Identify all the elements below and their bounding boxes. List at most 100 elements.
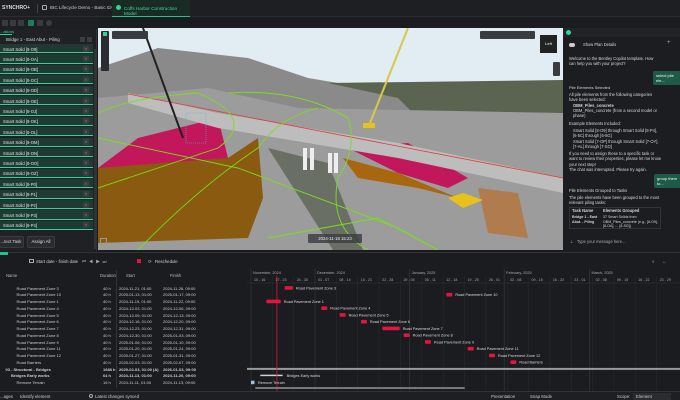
view-toolbar[interactable] <box>480 31 535 39</box>
element-list-item[interactable]: Smart Solid [8-ON] × <box>0 148 93 158</box>
element-list-item[interactable]: Smart Solid [8-OA] × <box>0 54 93 64</box>
panel-tab-indicator[interactable] <box>0 252 8 255</box>
reschedule-button[interactable]: Reschedule <box>155 259 178 264</box>
pencil-icon[interactable] <box>10 20 16 26</box>
plus-icon[interactable]: + <box>667 40 671 46</box>
scrollbar[interactable] <box>94 49 96 249</box>
element-list-item[interactable]: Smart Solid [8-OO] × <box>0 158 93 168</box>
camera-controls[interactable] <box>553 62 560 76</box>
clipboard-icon[interactable] <box>100 238 107 246</box>
element-list-item[interactable]: Smart Solid [8-OD] × <box>0 85 93 95</box>
element-list-item[interactable]: Smart Solid [8-OK] × <box>0 116 93 127</box>
element-list-item[interactable]: Smart Solid [8-O9] × <box>0 44 93 54</box>
element-list-item[interactable]: Smart Solid [8-OE] × <box>0 96 93 106</box>
element-list-item[interactable]: Smart Solid [8-OZ] × <box>0 168 93 179</box>
task-bar[interactable] <box>339 313 346 317</box>
table-row[interactable]: Road Pavement Zone 12 40 h 2025-01-27, 01:… <box>0 352 247 359</box>
remove-icon[interactable]: × <box>83 201 89 208</box>
task-bar[interactable] <box>382 326 400 331</box>
element-list-item[interactable]: Smart Solid [8-OB] × <box>0 64 93 75</box>
settings-icon[interactable] <box>46 20 52 26</box>
scope-select[interactable]: Element <box>633 392 671 400</box>
task-bar[interactable] <box>510 360 517 364</box>
table-row[interactable]: Road Pavement Zone 3 40 h 2024-11-21, 01:0… <box>0 285 247 292</box>
task-bar[interactable] <box>360 319 367 324</box>
remove-icon[interactable]: × <box>83 76 89 83</box>
playback-controls[interactable]: ⏮◀▶⏭ <box>82 259 110 264</box>
collapse-icon[interactable] <box>80 37 85 42</box>
table-row[interactable]: Road Pavement Zone 5 40 h 2024-12-09, 01:0… <box>0 312 247 319</box>
copilot-icon[interactable] <box>566 30 571 35</box>
task-bar[interactable] <box>284 286 293 290</box>
record-icon[interactable] <box>137 259 141 263</box>
search-icon[interactable]: ⌕ <box>652 259 655 264</box>
remove-icon[interactable]: × <box>83 55 89 62</box>
tab-active-model[interactable]: Coffs Harbor Construction Model <box>112 0 190 17</box>
date-range-filter[interactable]: Start date - finish date <box>36 259 79 264</box>
select-icon[interactable] <box>2 20 8 26</box>
element-list-item[interactable]: Smart Solid [8-P0] × <box>0 179 93 189</box>
table-row[interactable]: Road Pavement Zone 10 40 h 2025-01-13, 01:… <box>0 291 247 298</box>
task-bar[interactable] <box>446 292 453 297</box>
column-header-finish[interactable]: Finish <box>170 273 182 278</box>
element-list-item[interactable]: Smart Solid [8-P1] × <box>0 189 93 199</box>
element-list-item[interactable]: Smart Solid [8-P4] × <box>0 220 93 231</box>
element-list-item[interactable]: Smart Solid [8-OM] × <box>0 137 93 147</box>
table-row[interactable]: Road Pavement Zone 8 40 h 2024-12-30, 01:0… <box>0 332 247 339</box>
table-row[interactable]: Road Pavement Zone 9 40 h 2025-01-06, 01:0… <box>0 339 247 346</box>
panel-tab[interactable]: ...ations <box>0 29 15 35</box>
task-bar[interactable] <box>321 306 328 310</box>
status-pages[interactable]: ...ages <box>0 394 13 399</box>
close-icon[interactable] <box>87 37 92 42</box>
task-bar[interactable] <box>266 299 281 304</box>
table-row[interactable]: Road Barriers 40 h 2025-02-03, 01:00 2025-0… <box>0 359 247 366</box>
column-header-duration[interactable]: Duration <box>100 273 116 278</box>
assign-all-button[interactable]: Assign All <box>27 236 55 248</box>
remove-icon[interactable]: × <box>83 139 89 146</box>
remove-icon[interactable]: × <box>83 97 89 104</box>
remove-icon[interactable]: × <box>83 211 89 218</box>
snap-mode-button[interactable]: Snap Mode <box>530 394 552 399</box>
attach-icon[interactable]: ⊥ <box>570 239 574 244</box>
view-tools[interactable] <box>101 31 109 71</box>
element-list-item[interactable]: Smart Solid [8-P2] × <box>0 200 93 210</box>
remove-icon[interactable]: × <box>83 159 89 166</box>
remove-icon[interactable]: × <box>83 180 89 187</box>
view-cube[interactable]: Left <box>540 35 557 53</box>
task-bar[interactable] <box>424 340 431 344</box>
construction-model-scene[interactable] <box>98 28 563 250</box>
summary-bar[interactable] <box>247 367 680 370</box>
summary-bar[interactable] <box>260 374 283 377</box>
gantt-chart[interactable]: November, 2024 December, 2024 January, 202… <box>247 269 680 391</box>
breadcrumb-project[interactable]: IBC Lifecycle Demo - Basic Civil <box>50 5 116 10</box>
table-row[interactable]: 03 - Structural - Bridges 1688 h 2025-02-0… <box>0 366 247 373</box>
identify-element-button[interactable]: Identify element <box>20 394 51 399</box>
table-row[interactable]: Road Pavement Zone 1 40 h 2024-11-15, 01:0… <box>0 298 247 305</box>
remove-icon[interactable]: × <box>83 87 89 94</box>
element-list-item[interactable]: Smart Solid [8-P3] × <box>0 210 93 220</box>
message-input[interactable]: Type your message here... <box>577 239 626 244</box>
table-row[interactable]: Bridges Early works 64 h 2024-11-13, 01:00… <box>0 372 247 379</box>
grid-icon[interactable] <box>37 20 43 26</box>
table-row[interactable]: Road Pavement Zone 4 40 h 2024-12-03, 01:0… <box>0 305 247 312</box>
remove-icon[interactable]: × <box>83 107 89 114</box>
horizontal-scrollbar[interactable] <box>255 387 465 389</box>
presentation-button[interactable]: Presentation <box>491 394 516 399</box>
task-bar[interactable] <box>403 333 410 337</box>
remove-icon[interactable]: × <box>83 149 89 156</box>
element-list-item[interactable]: Smart Solid [8-OJ] × <box>0 106 93 116</box>
task-bar[interactable] <box>489 353 496 358</box>
remove-icon[interactable]: × <box>83 118 89 125</box>
remove-icon[interactable]: × <box>83 222 89 229</box>
remove-icon[interactable]: × <box>83 66 89 73</box>
table-row[interactable]: Road Pavement Zone 6 40 h 2024-12-16, 01:0… <box>0 318 247 325</box>
app-brand[interactable]: SYNCHRO+ <box>2 5 30 11</box>
remove-icon[interactable]: × <box>83 128 89 135</box>
remove-icon[interactable]: × <box>83 191 89 198</box>
3d-viewport[interactable]: Left 2024-11-18 15:23 <box>98 28 563 250</box>
column-header-name[interactable]: Name <box>6 273 18 278</box>
remove-icon[interactable]: × <box>83 45 89 52</box>
column-header-start[interactable]: Start <box>126 273 135 278</box>
detect-task-button[interactable]: ...tect Task <box>0 236 24 248</box>
element-list-item[interactable]: Smart Solid [8-OL] × <box>0 127 93 137</box>
